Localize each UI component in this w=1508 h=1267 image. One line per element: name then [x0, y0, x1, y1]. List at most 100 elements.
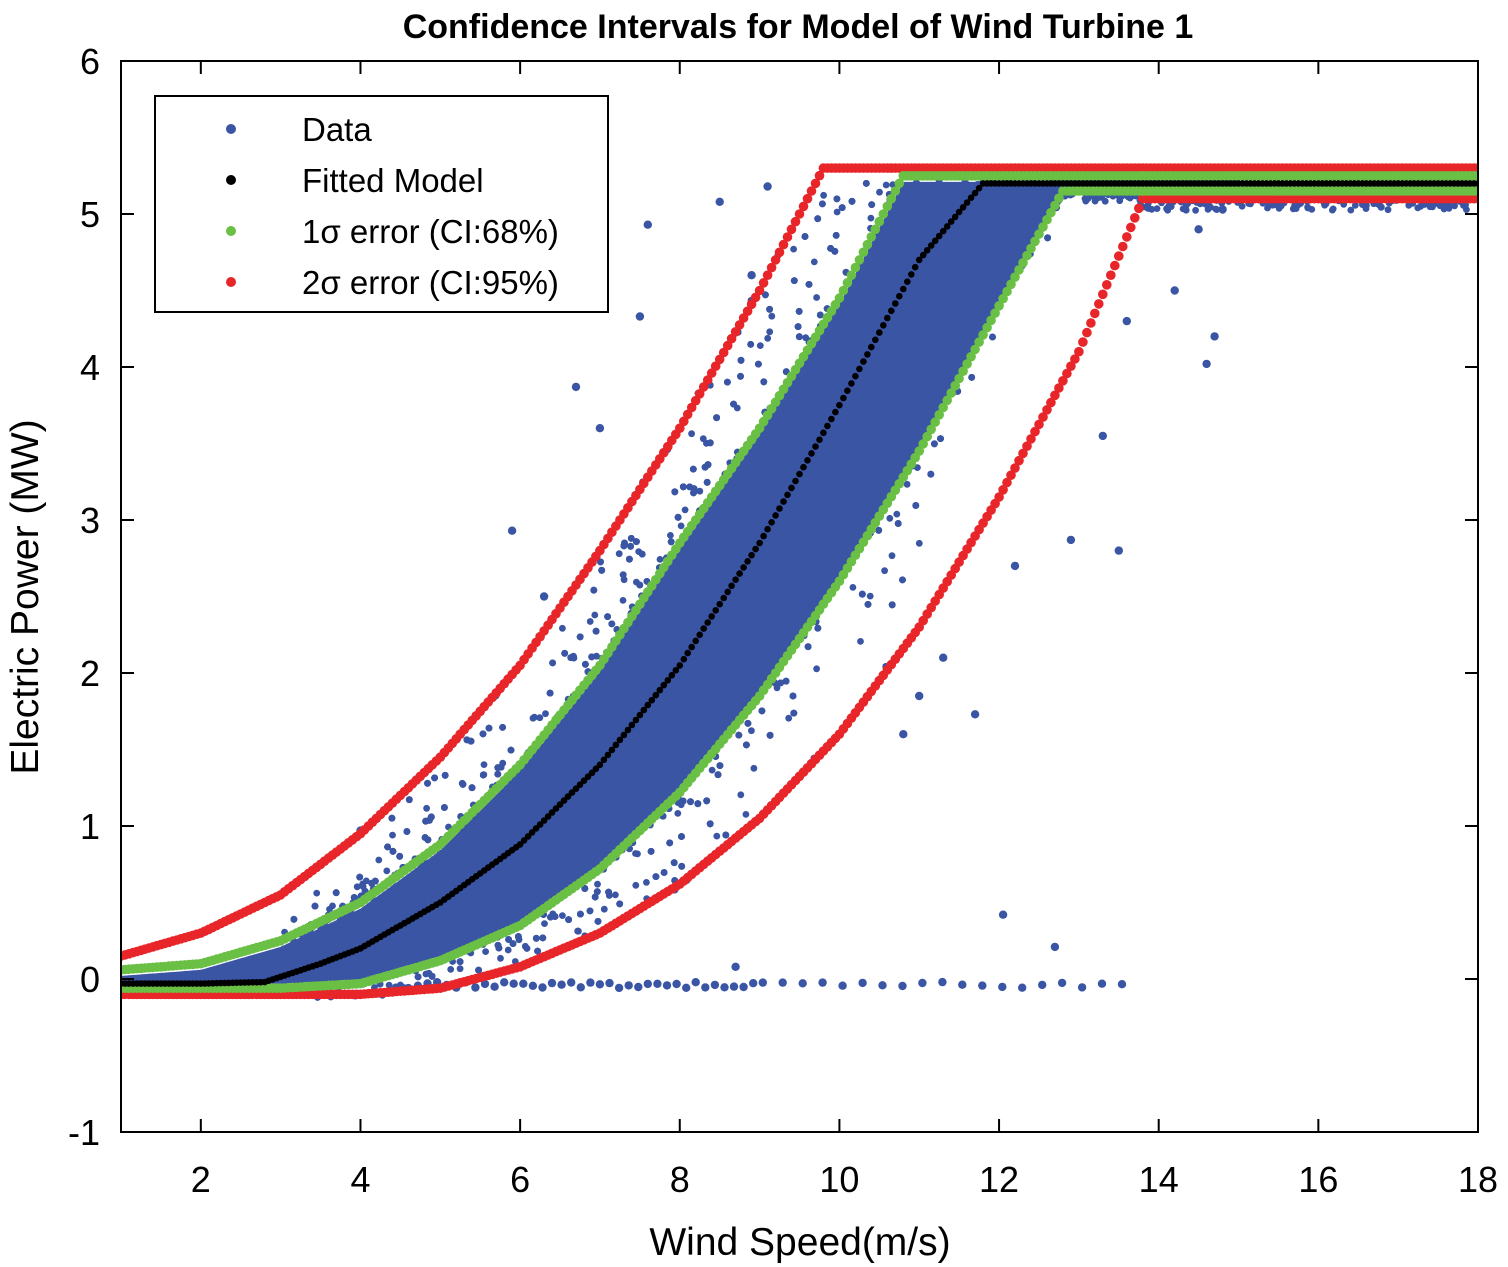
data-point [582, 660, 589, 668]
data-point [769, 575, 777, 583]
data-point [691, 533, 699, 541]
data-point [434, 879, 442, 886]
data-point [714, 582, 722, 590]
data-point [789, 581, 797, 589]
data-point [799, 384, 807, 392]
data-point [800, 430, 808, 438]
data-point [931, 440, 938, 448]
data-point [656, 556, 664, 563]
data-point [666, 581, 674, 589]
data-point [687, 743, 694, 751]
data-point [646, 709, 654, 717]
data-point [944, 348, 952, 356]
data-point [692, 678, 700, 685]
data-point [517, 862, 524, 870]
data-point [549, 783, 556, 790]
data-point [768, 312, 776, 320]
data-point [937, 296, 944, 304]
data-point [816, 376, 824, 384]
data-point [392, 883, 399, 891]
data-point [549, 659, 556, 667]
data-point [580, 792, 588, 800]
data-point [586, 618, 594, 625]
data-point [643, 879, 650, 886]
data-point [668, 781, 676, 788]
data-point [926, 182, 934, 190]
data-point [782, 465, 790, 472]
data-point [729, 681, 737, 688]
data-point [607, 775, 614, 783]
data-point [459, 854, 467, 862]
data-point [662, 714, 669, 722]
data-point [706, 439, 714, 447]
data-point [830, 371, 838, 379]
data-point [670, 730, 678, 738]
data-point [887, 359, 895, 367]
data-point [960, 247, 967, 255]
data-point [577, 756, 584, 764]
data-point [679, 483, 687, 491]
data-point [831, 543, 839, 551]
data-point [677, 593, 685, 601]
data-point [753, 656, 761, 664]
data-point [662, 662, 669, 669]
data-point [826, 397, 833, 405]
data-point [827, 518, 835, 526]
data-point [997, 224, 1004, 232]
data-point [978, 211, 986, 219]
data-point [482, 838, 490, 846]
data-point [746, 494, 754, 502]
data-point [459, 841, 466, 849]
data-point [505, 936, 512, 943]
data-point [576, 633, 584, 641]
data-point [794, 323, 802, 330]
data-point [374, 913, 381, 920]
data-point [555, 749, 562, 756]
data-point [882, 181, 890, 189]
data-point [790, 277, 798, 284]
data-point [445, 935, 453, 943]
data-point [813, 405, 821, 413]
data-point [800, 562, 808, 570]
data-point [963, 273, 970, 281]
data-point [929, 382, 937, 389]
data-point [421, 834, 429, 841]
data-point [483, 807, 490, 815]
data-point [606, 799, 614, 806]
data-point [638, 550, 646, 558]
data-point [846, 445, 854, 453]
data-point [833, 208, 841, 216]
data-point [559, 624, 566, 632]
data-point [637, 631, 645, 639]
data-point [424, 779, 431, 787]
data-point [313, 889, 321, 897]
data-point [882, 225, 890, 233]
data-point [605, 888, 612, 896]
data-point [820, 191, 827, 199]
data-point [604, 613, 611, 620]
data-point [356, 873, 364, 881]
data-point [857, 638, 864, 645]
data-point [636, 811, 644, 819]
data-point [991, 227, 999, 235]
data-point [915, 330, 923, 338]
data-point [610, 699, 618, 707]
data-point [703, 478, 711, 486]
data-point [469, 893, 476, 901]
data-point [536, 750, 544, 757]
data-point [863, 373, 870, 381]
data-point [456, 965, 464, 973]
data-point [424, 893, 432, 901]
data-point [849, 584, 857, 591]
data-point [713, 832, 721, 840]
data-point [463, 736, 471, 744]
data-point [490, 922, 497, 930]
data-point [1000, 237, 1008, 245]
data-point [381, 914, 389, 922]
data-point [531, 782, 539, 789]
data-point [702, 605, 710, 612]
data-point [410, 880, 418, 887]
data-point [810, 258, 818, 266]
data-point [921, 313, 929, 320]
data-point [625, 813, 633, 821]
